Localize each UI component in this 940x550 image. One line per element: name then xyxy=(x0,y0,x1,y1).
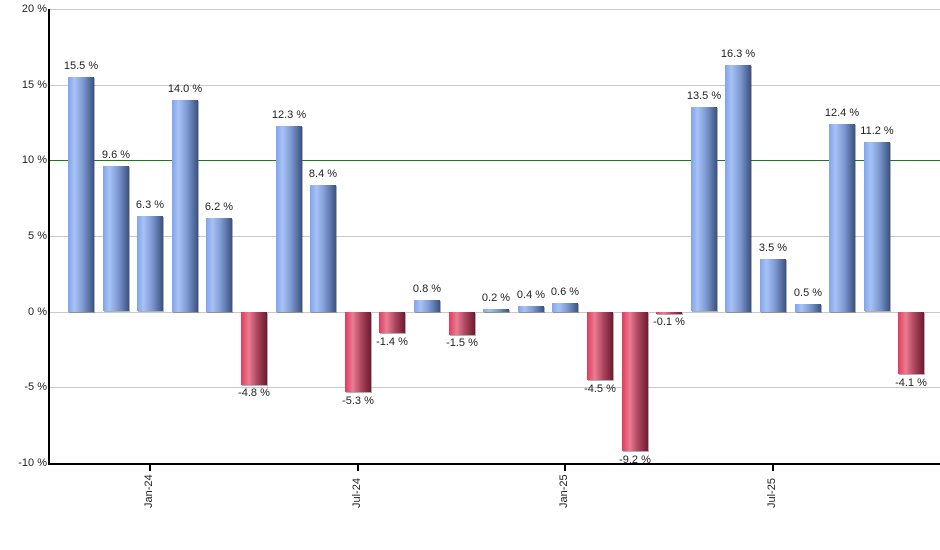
y-tick-label: 15 % xyxy=(21,79,47,91)
reference-line xyxy=(49,160,940,161)
bar-value-label: -4.1 % xyxy=(895,377,927,389)
bar-value-label: 0.4 % xyxy=(516,289,546,301)
x-tick xyxy=(564,465,566,471)
bar-value-label: 15.5 % xyxy=(63,60,99,72)
bar-Feb-25 xyxy=(587,312,613,380)
bar-value-label: 0.6 % xyxy=(550,286,580,298)
bar-value-label: 0.5 % xyxy=(793,287,823,299)
bar-Aug-25 xyxy=(795,304,821,312)
x-tick xyxy=(149,465,151,471)
bar-Apr-25 xyxy=(656,312,682,314)
bar-value-label: 14.0 % xyxy=(167,83,203,95)
gridline xyxy=(49,387,940,388)
x-tick-label: Jul-25 xyxy=(766,478,778,508)
bar-Jul-24 xyxy=(345,312,371,392)
y-tick-label: 0 % xyxy=(28,306,47,318)
bar-May-25 xyxy=(691,107,717,311)
x-tick xyxy=(357,465,359,471)
bar-value-label: -4.8 % xyxy=(238,387,270,399)
x-tick-label: Jan-25 xyxy=(558,474,570,508)
y-axis xyxy=(48,9,50,464)
bar-value-label: 0.2 % xyxy=(481,292,511,304)
bar-Mar-24 xyxy=(206,218,232,312)
x-tick xyxy=(772,465,774,471)
bar-Feb-24 xyxy=(172,100,198,312)
bar-value-label: 16.3 % xyxy=(720,48,756,60)
bar-Oct-25 xyxy=(864,142,890,311)
x-tick-label: Jul-24 xyxy=(351,478,363,508)
y-tick-label: 20 % xyxy=(21,3,47,15)
bar-value-label: -5.3 % xyxy=(342,395,374,407)
x-axis xyxy=(48,463,940,465)
bar-Dec-24 xyxy=(518,306,544,312)
bar-Sep-24 xyxy=(414,300,440,312)
bar-value-label: 0.8 % xyxy=(412,283,442,295)
gridline xyxy=(49,236,940,237)
bar-Nov-25 xyxy=(898,312,924,374)
gridline xyxy=(49,85,940,86)
bar-Mar-25 xyxy=(622,312,648,451)
bar-Jun-24 xyxy=(310,185,336,312)
y-tick-label: 10 % xyxy=(21,154,47,166)
bar-Apr-24 xyxy=(241,312,267,385)
bar-value-label: -0.1 % xyxy=(653,316,685,328)
bar-Aug-24 xyxy=(379,312,405,333)
bar-value-label: 8.4 % xyxy=(308,168,338,180)
bar-Dec-23 xyxy=(103,166,129,311)
gridline xyxy=(49,312,940,313)
bar-Nov-23 xyxy=(68,77,94,312)
bar-value-label: -1.4 % xyxy=(376,336,408,348)
bar-value-label: 9.6 % xyxy=(101,149,131,161)
x-tick-label: Jan-24 xyxy=(143,474,155,508)
bar-value-label: -1.5 % xyxy=(446,337,478,349)
bar-value-label: -4.5 % xyxy=(584,383,616,395)
gridline xyxy=(49,9,940,10)
y-tick-label: -5 % xyxy=(24,381,47,393)
bar-value-label: 3.5 % xyxy=(758,242,788,254)
bar-Jan-25 xyxy=(552,303,578,312)
bar-May-24 xyxy=(276,126,302,312)
bar-value-label: 12.4 % xyxy=(824,107,860,119)
bar-Jun-25 xyxy=(725,65,751,312)
bar-value-label: 11.2 % xyxy=(860,125,894,137)
bar-value-label: 6.3 % xyxy=(135,199,165,211)
bar-Nov-24 xyxy=(483,309,509,312)
y-tick-label: -10 % xyxy=(18,457,47,469)
bar-value-label: 13.5 % xyxy=(686,90,722,102)
bar-value-label: 12.3 % xyxy=(271,109,307,121)
bar-Oct-24 xyxy=(449,312,475,335)
bar-Jul-25 xyxy=(760,259,786,312)
bar-value-label: 6.2 % xyxy=(204,201,234,213)
y-tick-label: 5 % xyxy=(28,230,47,242)
bar-Jan-24 xyxy=(137,216,163,311)
bar-Sep-25 xyxy=(829,124,855,312)
